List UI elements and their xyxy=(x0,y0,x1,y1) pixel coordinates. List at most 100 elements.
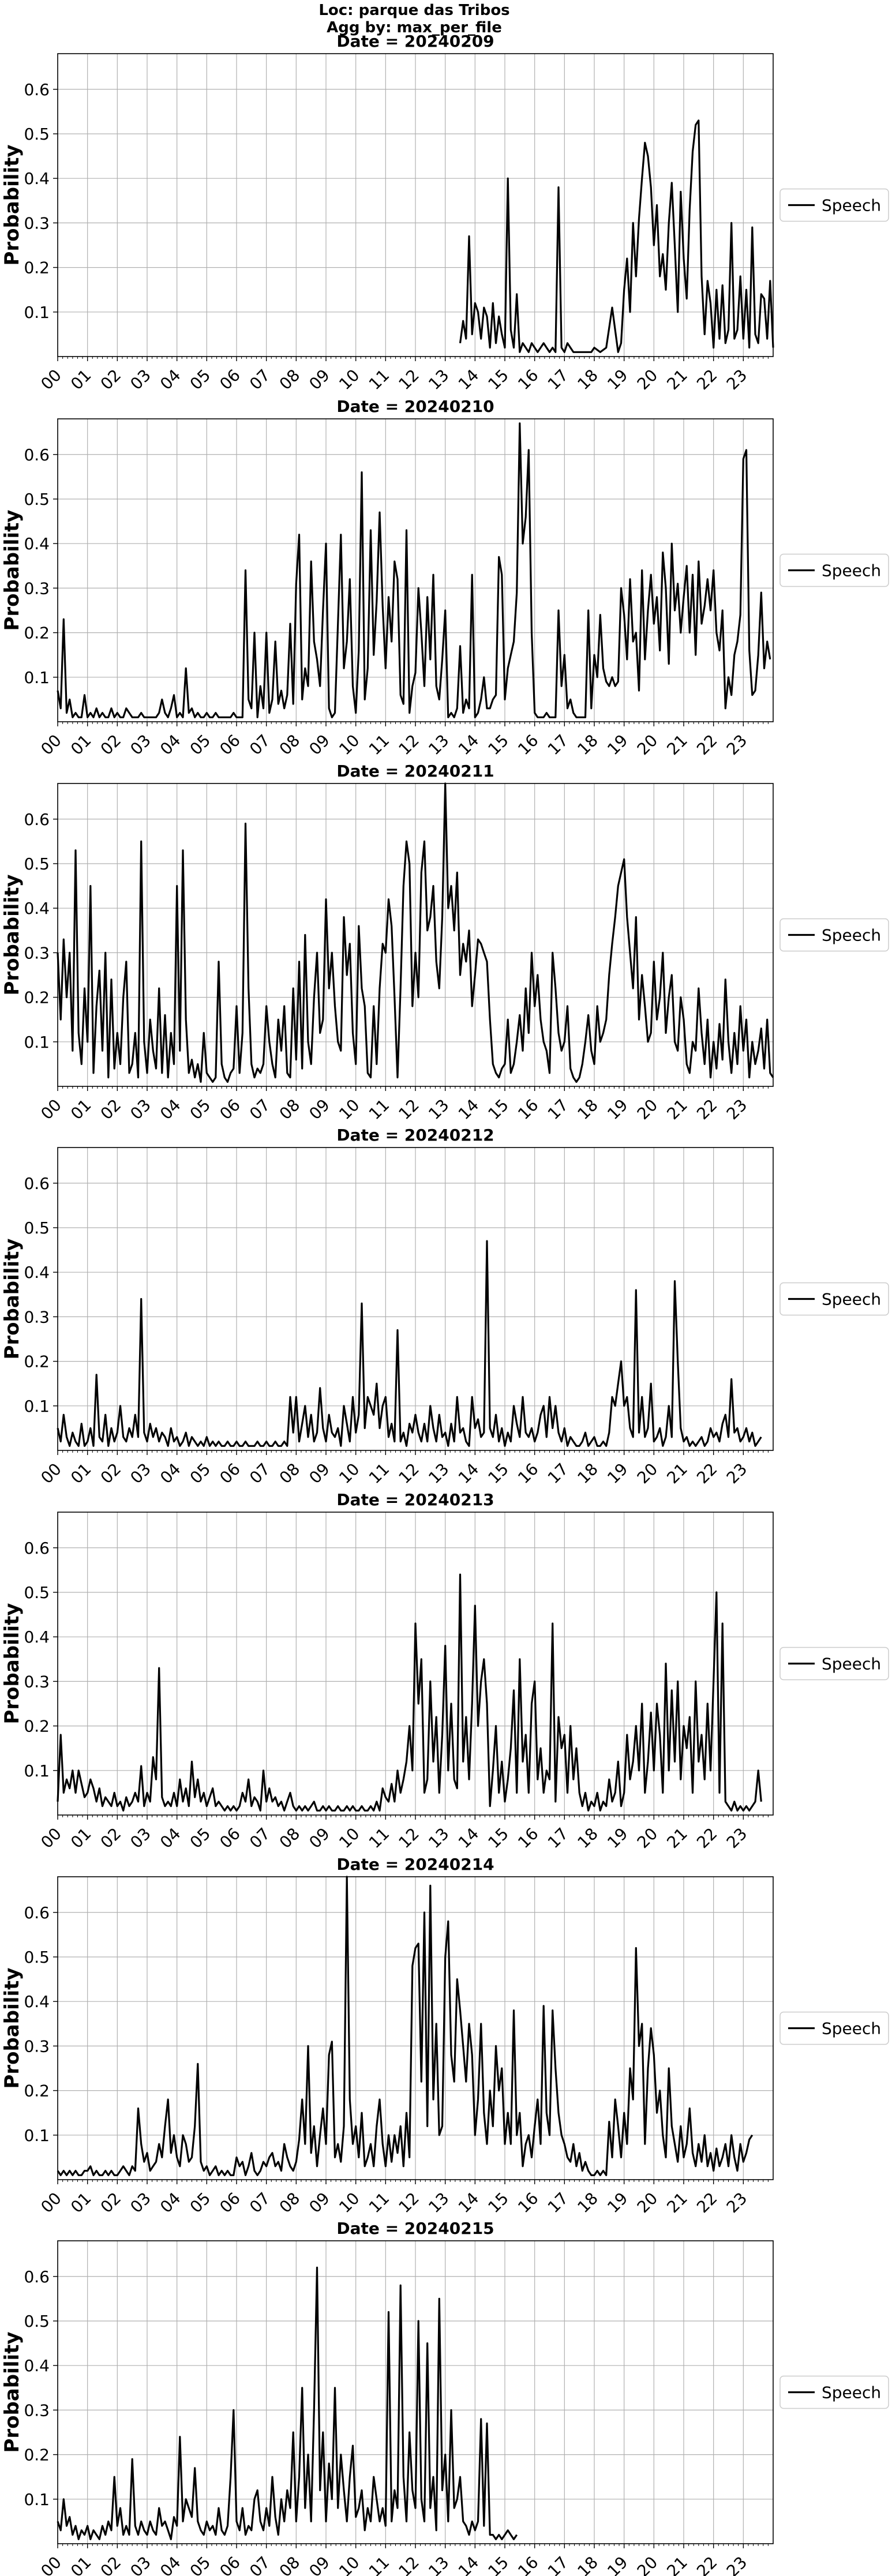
x-tick-label: 02 xyxy=(97,731,125,759)
panel-title: Date = 20240212 xyxy=(336,1126,494,1145)
y-axis-label: Probability xyxy=(1,2331,24,2453)
x-tick-label: 19 xyxy=(604,2189,632,2217)
y-tick-label: 0.5 xyxy=(24,854,50,873)
y-tick-label: 0.6 xyxy=(24,1539,50,1558)
x-tick-label: 03 xyxy=(126,2553,155,2576)
x-tick-label: 03 xyxy=(126,1460,155,1488)
y-tick-label: 0.1 xyxy=(24,2490,50,2509)
panels-group: Date = 20240209 0.1 0.2 0.3 0.4 0.5 0.6 Probabi… xyxy=(1,32,889,2576)
x-tick-label: 22 xyxy=(693,1460,721,1488)
x-tick-label: 21 xyxy=(663,2189,691,2217)
x-tick-label: 01 xyxy=(67,2189,95,2217)
y-tick-label: 0.2 xyxy=(24,258,50,278)
x-tick-label: 03 xyxy=(126,731,155,759)
x-tick-label: 05 xyxy=(186,1460,215,1488)
chart-panel: Date = 20240211 0.1 0.2 0.3 0.4 0.5 0.6 Probabi… xyxy=(1,762,889,1123)
x-tick-label: 23 xyxy=(723,2189,751,2217)
x-tick-label: 22 xyxy=(693,2189,721,2217)
x-tick-label: 21 xyxy=(663,2553,691,2576)
x-tick-label: 15 xyxy=(484,2189,512,2217)
x-tick-label: 14 xyxy=(455,1460,483,1488)
x-tick-label: 19 xyxy=(604,366,632,394)
x-tick-label: 16 xyxy=(514,2189,542,2217)
x-tick-label: 05 xyxy=(186,2189,215,2217)
x-tick-label: 04 xyxy=(156,1460,185,1488)
legend-entry-speech: Speech xyxy=(822,2019,881,2038)
x-tick-label: 22 xyxy=(693,2553,721,2576)
y-tick-label: 0.6 xyxy=(24,80,50,99)
x-tick-label: 02 xyxy=(97,1096,125,1124)
x-tick-label: 01 xyxy=(67,731,95,759)
x-tick-label: 11 xyxy=(365,2553,393,2576)
panel-title: Date = 20240214 xyxy=(336,1855,494,1874)
x-tick-label: 16 xyxy=(514,1096,542,1124)
x-tick-label: 17 xyxy=(544,1096,572,1124)
x-tick-label: 09 xyxy=(305,1096,333,1124)
x-tick-label: 10 xyxy=(335,1824,363,1853)
legend-box xyxy=(779,188,889,222)
y-tick-label: 0.4 xyxy=(24,1263,50,1282)
legend-entry-speech: Speech xyxy=(822,1655,881,1674)
x-tick-label: 11 xyxy=(365,1096,393,1124)
x-tick-label: 15 xyxy=(484,366,512,394)
x-tick-label: 02 xyxy=(97,1824,125,1853)
x-tick-label: 21 xyxy=(663,1460,691,1488)
x-tick-label: 00 xyxy=(37,1460,65,1488)
x-tick-label: 03 xyxy=(126,2189,155,2217)
legend-entry-speech: Speech xyxy=(822,561,881,580)
figure-agg-title: Agg by: max_per_file xyxy=(327,19,502,36)
panel-title: Date = 20240211 xyxy=(336,762,494,781)
x-tick-label: 12 xyxy=(395,2189,423,2217)
x-tick-label: 05 xyxy=(186,731,215,759)
y-tick-label: 0.3 xyxy=(24,2037,50,2056)
chart-panel: Date = 20240215 0.1 0.2 0.3 0.4 0.5 0.6 Probabi… xyxy=(1,2219,889,2576)
x-tick-label: 12 xyxy=(395,1824,423,1853)
y-tick-label: 0.4 xyxy=(24,534,50,553)
x-tick-label: 08 xyxy=(276,366,304,394)
x-tick-label: 02 xyxy=(97,366,125,394)
x-tick-label: 06 xyxy=(216,366,244,394)
chart-panel: Date = 20240209 0.1 0.2 0.3 0.4 0.5 0.6 Probabi… xyxy=(1,32,889,393)
x-tick-label: 19 xyxy=(604,2553,632,2576)
y-tick-label: 0.6 xyxy=(24,1174,50,1193)
legend-entry-speech: Speech xyxy=(822,196,881,215)
x-tick-label: 18 xyxy=(574,731,602,759)
x-tick-label: 14 xyxy=(455,1824,483,1853)
x-tick-label: 16 xyxy=(514,1460,542,1488)
x-tick-label: 18 xyxy=(574,1096,602,1124)
x-tick-label: 15 xyxy=(484,1824,512,1853)
x-tick-label: 06 xyxy=(216,1460,244,1488)
x-tick-label: 14 xyxy=(455,731,483,759)
legend-box xyxy=(779,2375,889,2409)
y-tick-label: 0.5 xyxy=(24,490,50,509)
x-tick-label: 22 xyxy=(693,1824,721,1853)
y-tick-label: 0.4 xyxy=(24,169,50,188)
series-line-speech xyxy=(57,782,774,1083)
y-tick-label: 0.4 xyxy=(24,899,50,918)
x-tick-label: 05 xyxy=(186,1824,215,1853)
x-tick-label: 11 xyxy=(365,366,393,394)
x-tick-label: 23 xyxy=(723,366,751,394)
y-tick-label: 0.1 xyxy=(24,1761,50,1780)
x-tick-label: 19 xyxy=(604,1824,632,1853)
figure-location-title: Loc: parque das Tribos xyxy=(318,2,509,19)
x-tick-label: 01 xyxy=(67,2553,95,2576)
x-tick-label: 08 xyxy=(276,1824,304,1853)
x-tick-label: 05 xyxy=(186,2553,215,2576)
legend-entry-speech: Speech xyxy=(822,1290,881,1309)
x-tick-label: 11 xyxy=(365,1824,393,1853)
chart-panel: Date = 20240213 0.1 0.2 0.3 0.4 0.5 0.6 Probabi… xyxy=(1,1490,889,1852)
x-tick-label: 11 xyxy=(365,731,393,759)
x-tick-label: 20 xyxy=(634,731,662,759)
x-tick-label: 12 xyxy=(395,2553,423,2576)
panel-title: Date = 20240215 xyxy=(336,2219,494,2238)
x-tick-label: 09 xyxy=(305,731,333,759)
series-line-speech xyxy=(57,2266,518,2540)
y-tick-label: 0.3 xyxy=(24,943,50,962)
y-axis-label: Probability xyxy=(1,1967,24,2088)
x-tick-label: 14 xyxy=(455,2553,483,2576)
x-tick-label: 09 xyxy=(305,1460,333,1488)
series-line-speech xyxy=(459,119,774,353)
x-tick-label: 15 xyxy=(484,731,512,759)
x-tick-label: 04 xyxy=(156,2189,185,2217)
